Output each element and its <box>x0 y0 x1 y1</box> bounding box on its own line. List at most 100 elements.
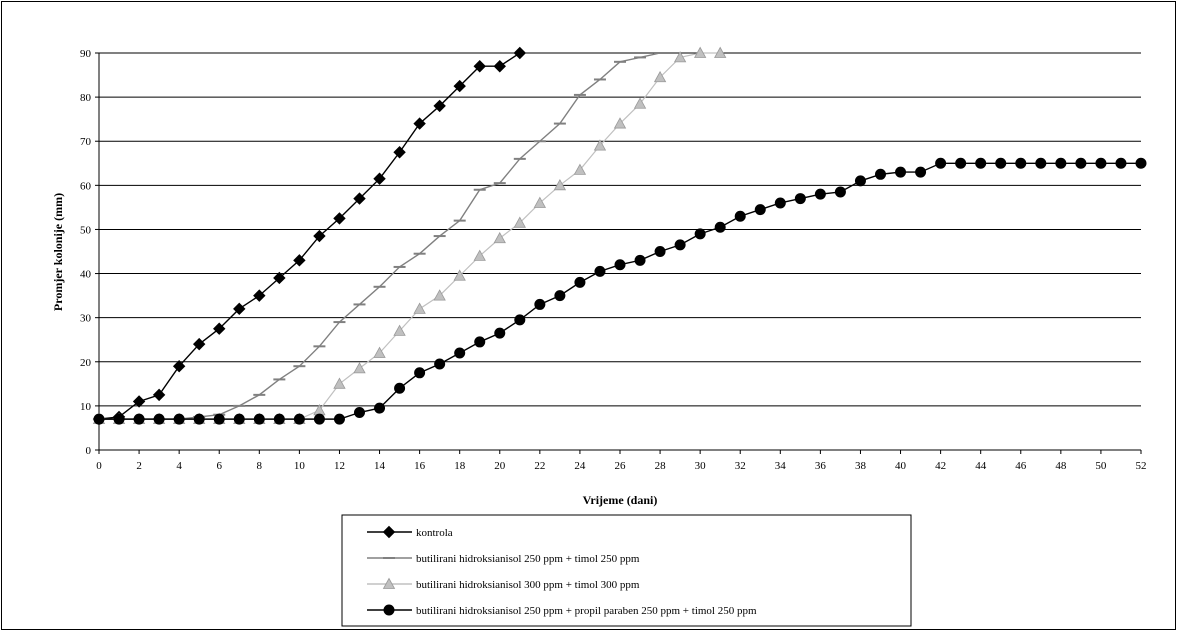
x-tick-label: 48 <box>1055 460 1067 472</box>
x-tick-label: 22 <box>534 460 545 472</box>
x-tick-label: 20 <box>494 460 506 472</box>
data-point <box>453 79 466 93</box>
data-point <box>414 367 426 379</box>
y-tick-label: 90 <box>80 48 92 60</box>
series-4 <box>93 157 1147 425</box>
data-point <box>132 395 146 408</box>
y-tick-label: 30 <box>80 313 92 325</box>
data-point <box>1095 157 1107 169</box>
x-tick-label: 38 <box>855 460 867 472</box>
data-point <box>1015 157 1027 169</box>
legend-item-1: kontrola <box>367 525 453 539</box>
data-point <box>192 337 206 351</box>
data-point <box>654 246 666 257</box>
data-point <box>673 51 687 63</box>
data-point <box>173 413 185 425</box>
data-point <box>493 60 506 73</box>
data-point <box>1035 157 1047 169</box>
x-tick-label: 16 <box>414 460 426 472</box>
y-tick-label: 50 <box>80 224 92 236</box>
data-point <box>353 362 366 374</box>
x-tick-label: 18 <box>454 460 466 472</box>
data-point <box>573 163 587 175</box>
data-point <box>493 231 506 244</box>
data-point <box>233 302 246 316</box>
data-point <box>213 413 225 425</box>
data-point <box>613 117 627 129</box>
y-tick-label: 40 <box>80 269 92 281</box>
x-tick-label: 32 <box>735 460 746 472</box>
y-tick-label: 0 <box>86 445 92 457</box>
data-point <box>413 117 426 130</box>
data-point <box>273 271 286 285</box>
data-point <box>834 186 846 198</box>
data-point <box>373 346 386 358</box>
data-point <box>233 413 245 425</box>
x-tick-label: 14 <box>374 460 386 472</box>
data-point <box>433 99 446 113</box>
x-tick-label: 0 <box>96 460 102 472</box>
y-tick-label: 20 <box>80 357 92 369</box>
data-point <box>293 254 306 267</box>
x-tick-label: 8 <box>257 460 263 472</box>
x-tick-label: 24 <box>574 460 586 472</box>
data-point <box>734 210 746 222</box>
data-point <box>473 60 486 73</box>
data-point <box>253 413 265 425</box>
data-point <box>374 402 386 414</box>
data-point <box>133 413 145 425</box>
series-layer <box>92 46 1147 426</box>
x-tick-label: 10 <box>294 460 306 472</box>
data-point <box>935 157 947 169</box>
data-point <box>172 359 186 373</box>
data-point <box>393 324 406 336</box>
legend-item-3: butilirani hidroksianisol 300 ppm + timo… <box>367 577 640 591</box>
data-point <box>453 269 466 281</box>
data-point <box>814 188 826 200</box>
data-point <box>1055 157 1067 169</box>
data-point <box>413 302 426 314</box>
data-point <box>93 413 105 425</box>
data-point <box>373 172 386 185</box>
data-point <box>915 166 927 178</box>
data-point <box>514 314 526 326</box>
x-tick-label: 44 <box>975 460 987 472</box>
data-point <box>113 413 125 425</box>
data-point <box>553 179 567 191</box>
data-point <box>594 265 606 277</box>
legend-marker <box>382 577 396 589</box>
data-point <box>333 212 346 225</box>
gridlines <box>99 52 1141 407</box>
series-3 <box>92 46 727 425</box>
x-tick-label: 42 <box>935 460 946 472</box>
data-point <box>393 146 406 159</box>
data-point <box>995 157 1007 169</box>
data-point <box>714 46 727 58</box>
y-tick-label: 80 <box>80 92 92 104</box>
x-tick-label: 50 <box>1095 460 1107 472</box>
y-tick-label: 60 <box>80 180 92 192</box>
data-point <box>633 97 647 109</box>
legend-label: butilirani hidroksianisol 250 ppm + prop… <box>416 605 757 617</box>
data-point <box>434 358 446 370</box>
series-line-3 <box>99 52 721 420</box>
data-point <box>1115 157 1127 169</box>
legend-label: butilirani hidroksianisol 300 ppm + timo… <box>416 579 640 591</box>
data-point <box>674 239 686 251</box>
data-point <box>454 347 466 359</box>
data-point <box>273 413 285 425</box>
data-point <box>433 289 446 301</box>
x-tick-label: 40 <box>895 460 907 472</box>
data-point <box>474 336 486 348</box>
y-tick-label: 10 <box>80 401 92 413</box>
data-point <box>354 407 365 419</box>
data-point <box>694 228 706 240</box>
x-tick-label: 26 <box>615 460 627 472</box>
data-point <box>333 413 345 425</box>
axes <box>95 52 1142 454</box>
data-point <box>513 216 526 228</box>
x-tick-label: 46 <box>1015 460 1027 472</box>
x-tick-label: 12 <box>334 460 345 472</box>
data-point <box>614 259 626 271</box>
